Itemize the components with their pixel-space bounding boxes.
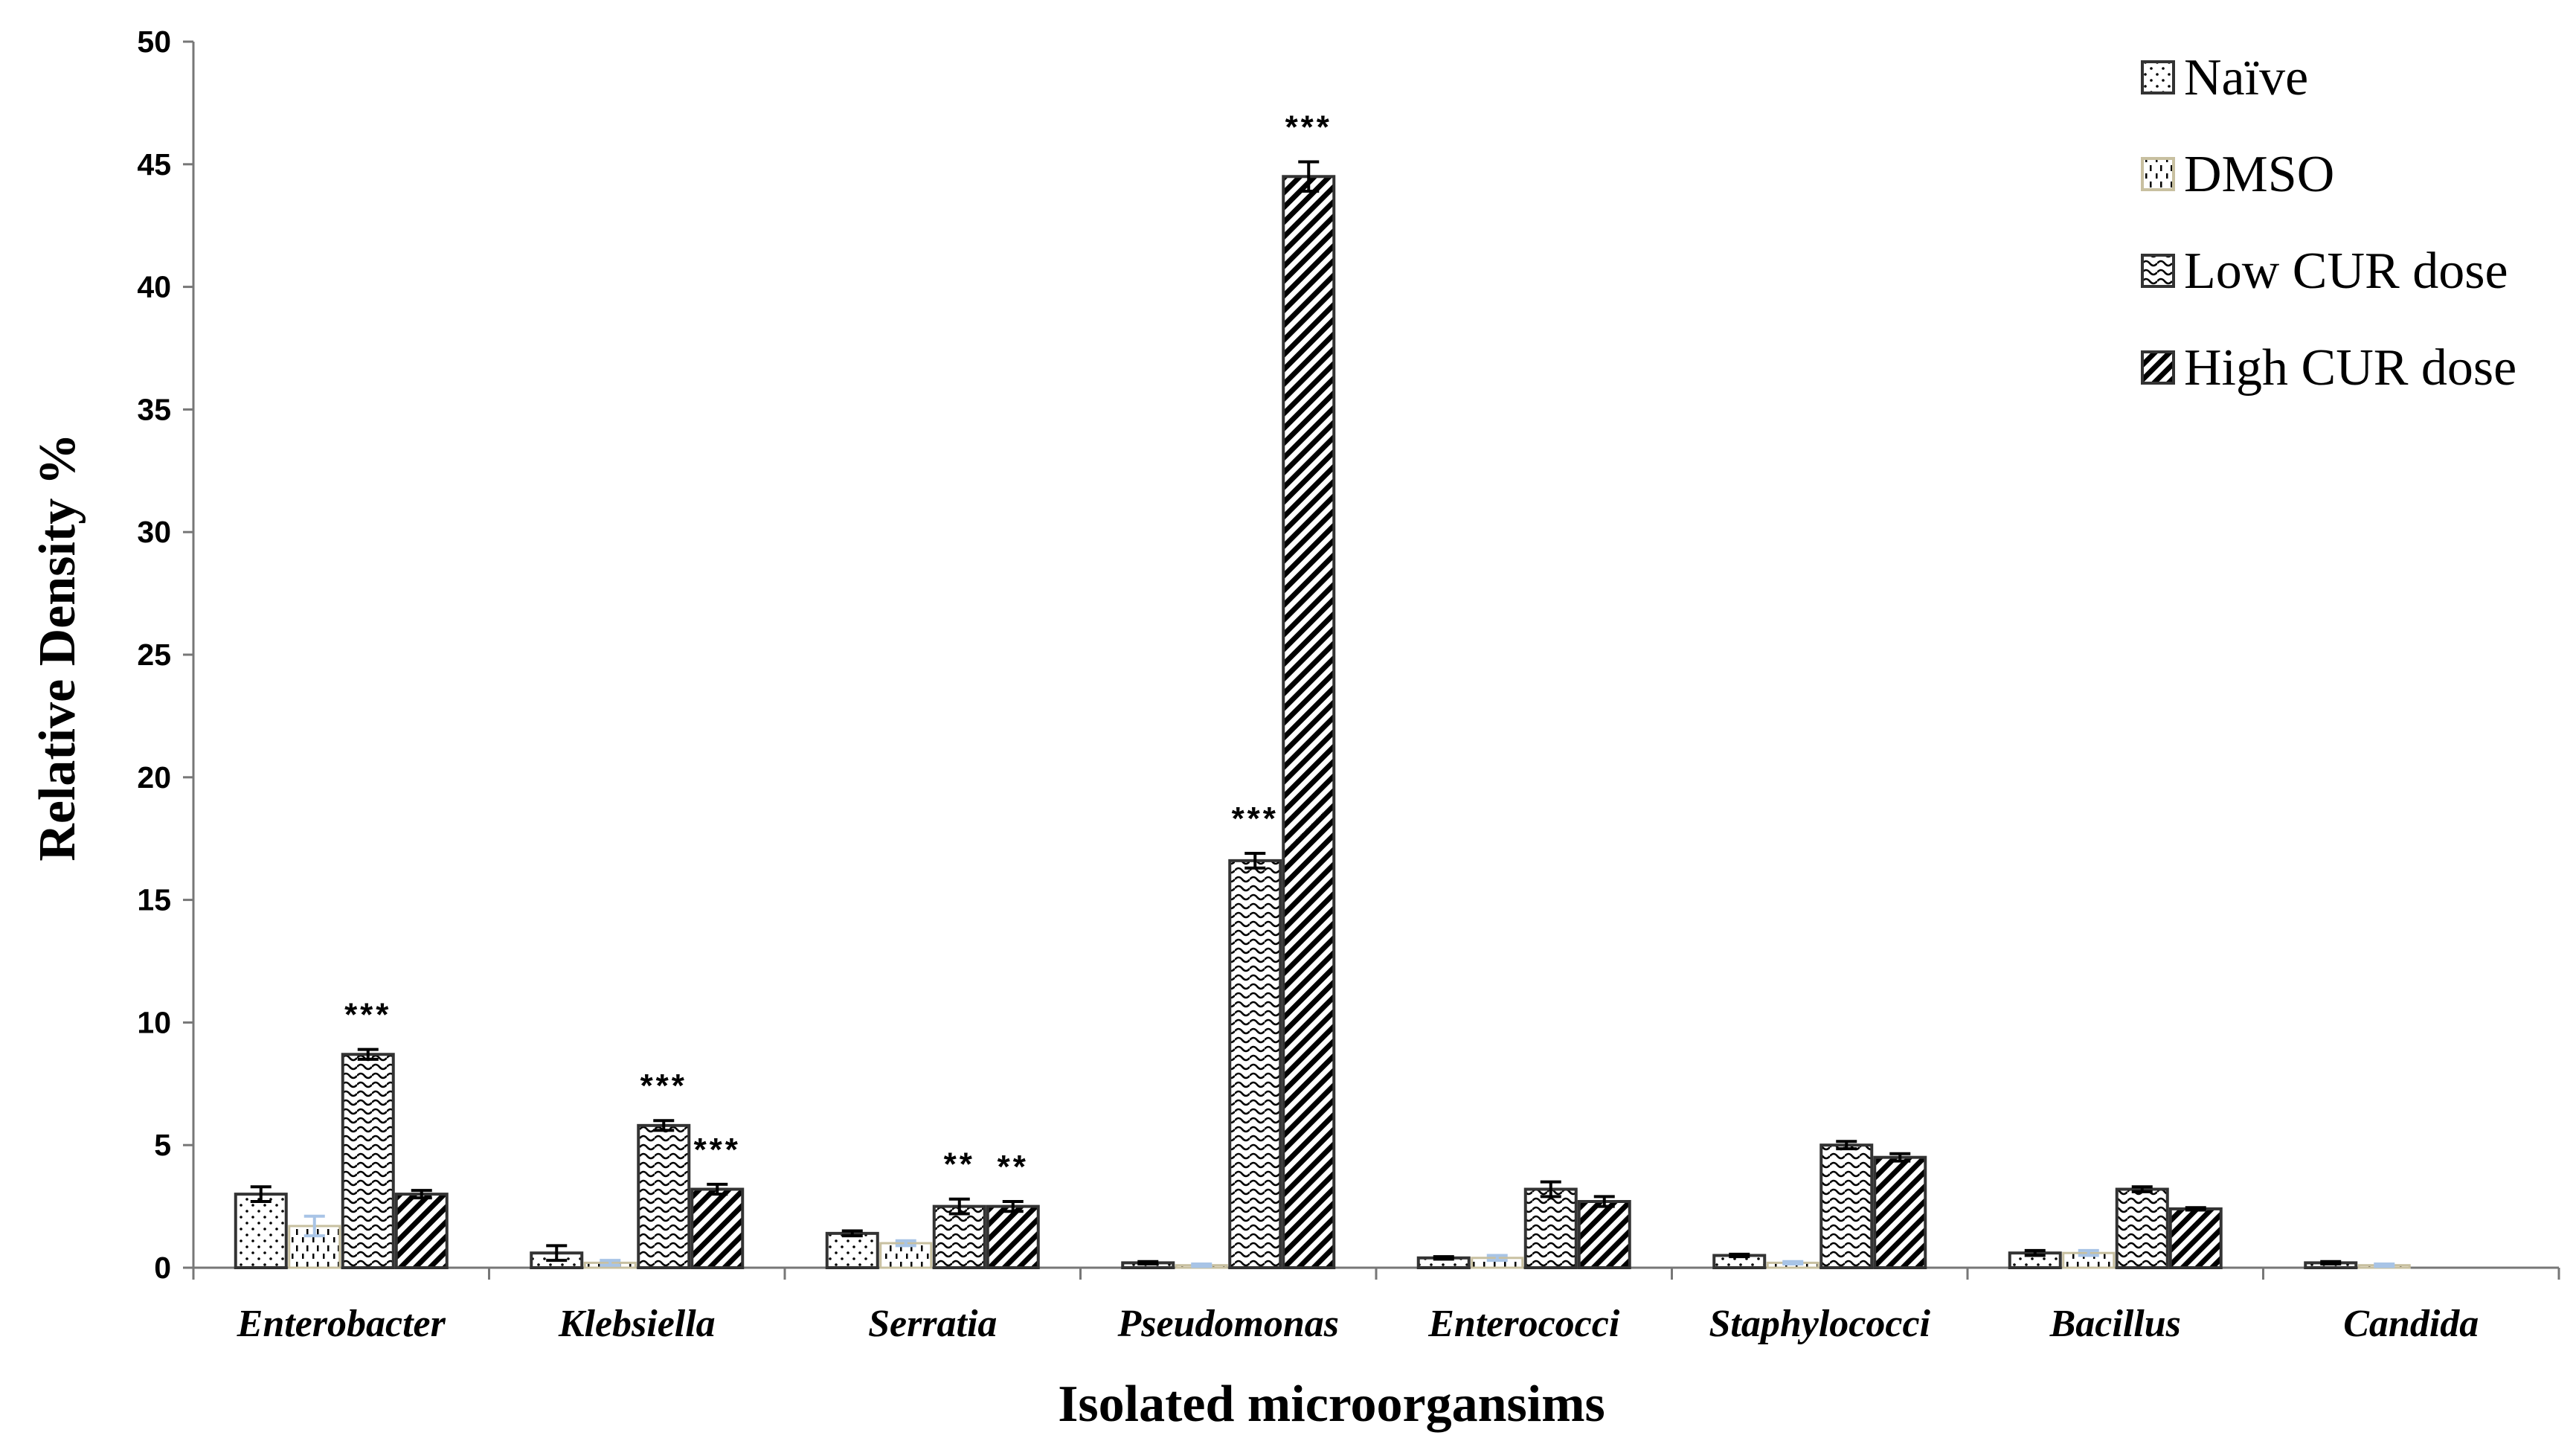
significance-label: ** xyxy=(944,1146,975,1183)
category-label: Staphylococci xyxy=(1709,1303,1930,1345)
y-tick-label: 35 xyxy=(137,392,171,426)
y-tick-label: 20 xyxy=(137,760,171,795)
y-tick-label: 40 xyxy=(137,270,171,304)
legend: Naïve DMSO Low CUR dose High CUR dose xyxy=(2141,49,2516,397)
significance-label: *** xyxy=(1232,800,1279,837)
category-label: Enterococci xyxy=(1427,1303,1620,1345)
bar-diagonal xyxy=(2168,1207,2223,1269)
legend-swatch-dots xyxy=(2141,60,2175,94)
y-tick-label: 25 xyxy=(137,638,171,672)
significance-label: *** xyxy=(344,997,391,1033)
y-tick-label: 5 xyxy=(154,1128,171,1162)
bar-diagonal xyxy=(1282,175,1336,1269)
significance-label: *** xyxy=(1285,109,1332,146)
bar-waves xyxy=(932,1204,986,1269)
legend-swatch-diagonal xyxy=(2141,350,2175,385)
bar-dots xyxy=(234,1193,288,1269)
y-axis-title: Relative Density % xyxy=(29,433,86,861)
category-label: Candida xyxy=(2343,1303,2479,1345)
bar-dashes xyxy=(879,1242,933,1269)
bar-waves xyxy=(1523,1187,1578,1269)
x-axis-title: Isolated microorgansims xyxy=(1058,1376,1605,1433)
y-tick-label: 0 xyxy=(154,1251,171,1285)
legend-label: Naïve xyxy=(2184,49,2308,106)
bar-waves xyxy=(341,1053,395,1270)
bar-dots xyxy=(825,1231,879,1269)
y-tick-label: 30 xyxy=(137,515,171,549)
bar-diagonal xyxy=(1577,1200,1631,1270)
category-label: Klebsiella xyxy=(558,1303,716,1345)
legend-label: DMSO xyxy=(2184,146,2334,203)
legend-label: High CUR dose xyxy=(2184,339,2516,397)
y-tick-label: 50 xyxy=(137,25,171,59)
labels: Enterobacter***Klebsiella******Serratia*… xyxy=(29,109,2479,1433)
bar-diagonal xyxy=(690,1187,745,1269)
bars xyxy=(234,160,2411,1270)
bar-diagonal xyxy=(1873,1155,1927,1270)
bar-diagonal xyxy=(394,1193,449,1269)
bar-waves xyxy=(1819,1143,1874,1269)
bar-waves xyxy=(637,1123,691,1270)
y-tick-label: 15 xyxy=(137,883,171,917)
legend-swatch-waves xyxy=(2141,254,2175,288)
bar-waves xyxy=(2115,1187,2169,1269)
category-label: Serratia xyxy=(868,1303,997,1345)
category-label: Pseudomonas xyxy=(1117,1303,1339,1345)
legend-label: Low CUR dose xyxy=(2184,243,2508,300)
category-label: Bacillus xyxy=(2049,1303,2181,1345)
legend-swatch-dashes xyxy=(2141,157,2175,191)
significance-label: *** xyxy=(640,1068,687,1104)
y-tick-label: 45 xyxy=(137,147,171,182)
category-label: Enterobacter xyxy=(237,1303,446,1345)
bar-diagonal xyxy=(986,1204,1040,1269)
axes: 0 5 10 15 20 25 30 35 40 45 50 xyxy=(137,25,2560,1285)
significance-label: *** xyxy=(694,1132,741,1168)
y-tick-label: 10 xyxy=(137,1005,171,1039)
bar-waves xyxy=(1228,859,1282,1269)
significance-label: ** xyxy=(998,1149,1029,1185)
